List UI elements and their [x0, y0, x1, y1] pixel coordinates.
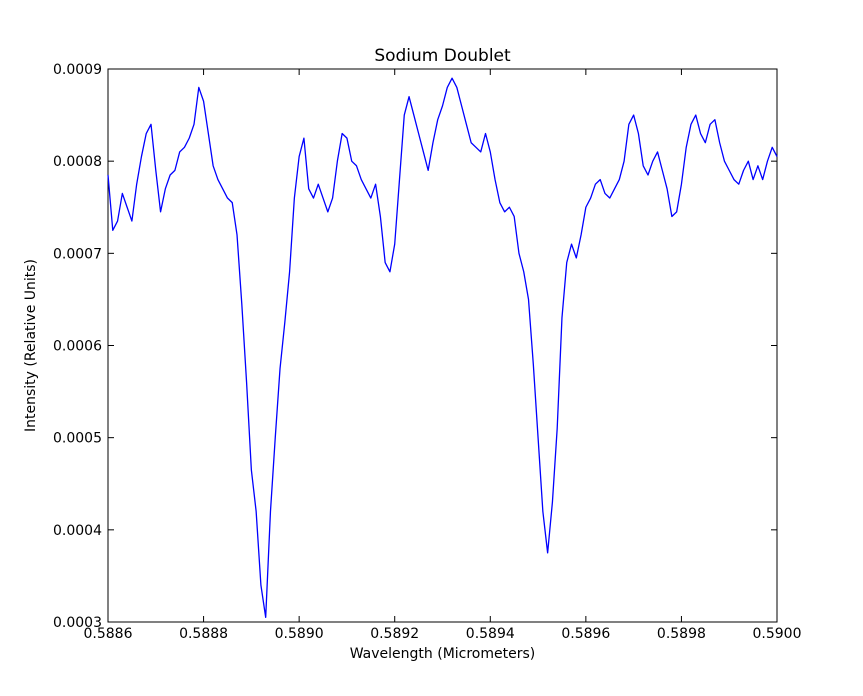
y-axis-label: Intensity (Relative Units) [23, 259, 39, 432]
chart-title: Sodium Doublet [374, 46, 511, 66]
series-line [107, 77, 778, 619]
y-tick-label: 0.0003 [53, 615, 102, 631]
x-tick-label: 0.5888 [179, 626, 228, 642]
y-tick-label: 0.0005 [53, 431, 102, 447]
y-tick-label: 0.0008 [53, 154, 102, 170]
x-tick-label: 0.5900 [753, 626, 802, 642]
x-axis-label: Wavelength (Micrometers) [350, 646, 536, 662]
y-tick-label: 0.0006 [53, 339, 102, 355]
x-tick-label: 0.5894 [466, 626, 515, 642]
series-layer [107, 77, 778, 619]
x-tick-label: 0.5890 [275, 626, 324, 642]
x-tick-label: 0.5886 [84, 626, 133, 642]
x-tick-label: 0.5896 [561, 626, 610, 642]
x-tick-label: 0.5892 [370, 626, 419, 642]
y-tick-label: 0.0009 [53, 62, 102, 78]
plot-area-frame [107, 68, 778, 623]
y-tick-label: 0.0004 [53, 523, 102, 539]
x-tick-label: 0.5898 [657, 626, 706, 642]
y-tick-label: 0.0007 [53, 246, 102, 262]
axis-ticks: 0.5886 0.5888 0.5890 0.5892 0.5894 0.5896 0.58… [53, 62, 802, 642]
